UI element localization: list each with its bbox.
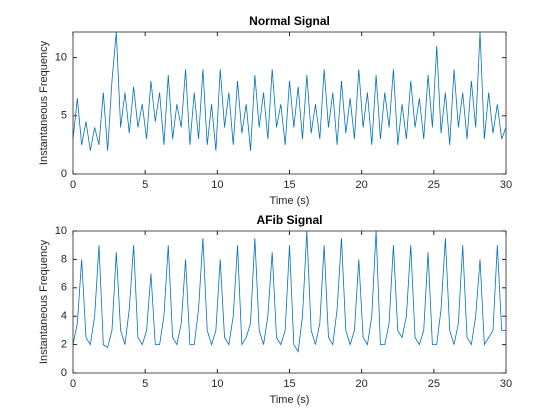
- signal-line: [72, 31, 507, 151]
- axes-background: [73, 32, 506, 174]
- y-tick-label: 5: [61, 110, 67, 122]
- y-tick-label: 0: [61, 168, 67, 180]
- y-tick-label: 2: [61, 339, 67, 351]
- y-tick-label: 8: [61, 253, 67, 265]
- x-tick-label: 20: [356, 179, 368, 191]
- x-tick-label: 30: [500, 378, 512, 390]
- x-tick-label: 0: [70, 378, 76, 390]
- y-axis-label: Instantaneous Frequency: [38, 239, 50, 364]
- x-tick-label: 0: [70, 179, 76, 191]
- y-axis-label: Instantaneous Frequency: [38, 40, 50, 165]
- x-tick-label: 20: [356, 378, 368, 390]
- x-tick-label: 5: [142, 378, 148, 390]
- x-tick-label: 30: [500, 179, 512, 191]
- x-tick-label: 10: [211, 378, 223, 390]
- chart-title: AFib Signal: [257, 213, 323, 227]
- x-tick-label: 15: [283, 378, 295, 390]
- y-tick-label: 4: [61, 310, 67, 322]
- x-axis-label: Time (s): [270, 195, 310, 207]
- axes-box: [72, 230, 507, 374]
- chart-title: Normal Signal: [249, 14, 330, 28]
- x-tick-label: 15: [283, 179, 295, 191]
- x-tick-label: 25: [428, 179, 440, 191]
- axes-background: [73, 231, 506, 373]
- x-tick-label: 25: [428, 378, 440, 390]
- x-tick-label: 5: [142, 179, 148, 191]
- x-axis-label: Time (s): [270, 394, 310, 406]
- y-tick-label: 0: [61, 367, 67, 379]
- axes-box: [72, 31, 507, 175]
- x-tick-label: 10: [211, 179, 223, 191]
- y-tick-label: 6: [61, 282, 67, 294]
- y-tick-label: 10: [55, 52, 67, 64]
- y-tick-label: 10: [55, 225, 67, 237]
- signal-line: [72, 230, 506, 353]
